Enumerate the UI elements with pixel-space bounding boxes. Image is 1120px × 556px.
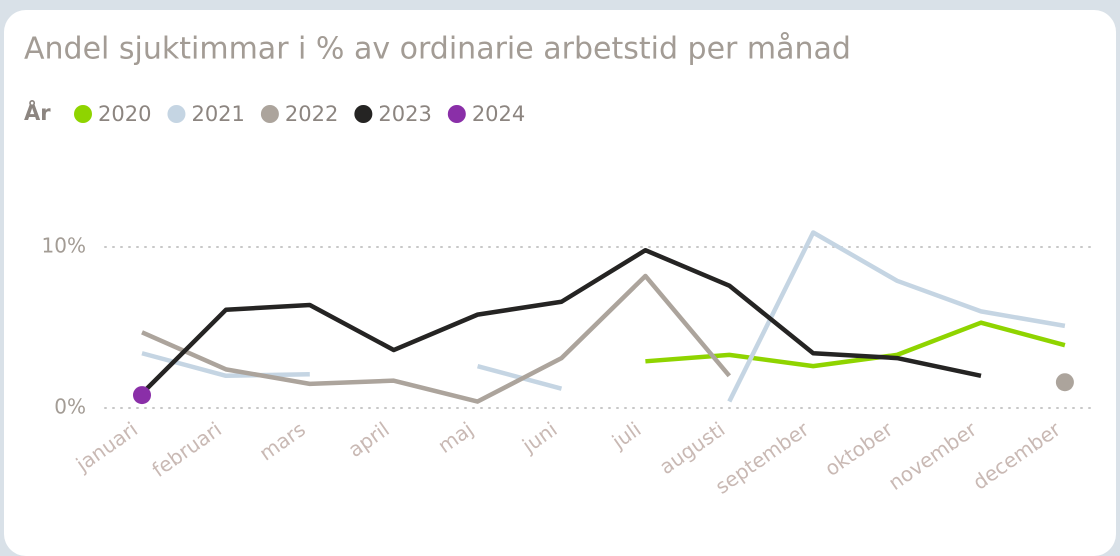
card: [4, 10, 1116, 556]
legend-marker: [354, 105, 373, 123]
legend-label: 2022: [285, 102, 338, 126]
x-tick-label: januari: [71, 417, 142, 477]
series-line: [645, 320, 1066, 369]
legend-label: 2021: [191, 102, 244, 126]
x-tick-label: december: [968, 417, 1065, 495]
legend-marker: [447, 105, 466, 123]
point: [1055, 373, 1074, 392]
x-tick-label: oktober: [820, 416, 898, 480]
y-tick-label: 0%: [54, 395, 86, 419]
x-tick-label: september: [711, 417, 814, 499]
series-line: [141, 273, 732, 404]
point: [133, 386, 151, 405]
y-tick-label: 10%: [42, 234, 86, 258]
x-tick-label: februari: [147, 417, 225, 482]
legend-marker: [260, 105, 279, 123]
chart-title: Andel sjuktimmar i % av ordinarie arbets…: [24, 32, 851, 67]
x-tick-label: april: [344, 417, 394, 462]
legend-marker: [167, 105, 186, 123]
x-tick-label: juni: [517, 417, 561, 458]
x-tick-label: juli: [607, 417, 646, 454]
x-tick-label: augusti: [655, 417, 729, 479]
legend-label: 2023: [378, 102, 431, 126]
legend-title: År: [24, 100, 51, 125]
legend-label: 2024: [472, 102, 525, 126]
series-line: [141, 351, 310, 379]
series-line: [727, 230, 1066, 403]
x-tick-label: november: [884, 417, 982, 495]
legend-label: 2020: [98, 102, 151, 126]
series-line: [140, 247, 982, 396]
x-tick-label: maj: [433, 417, 477, 458]
x-tick-label: mars: [255, 417, 310, 466]
legend-marker: [74, 105, 92, 123]
